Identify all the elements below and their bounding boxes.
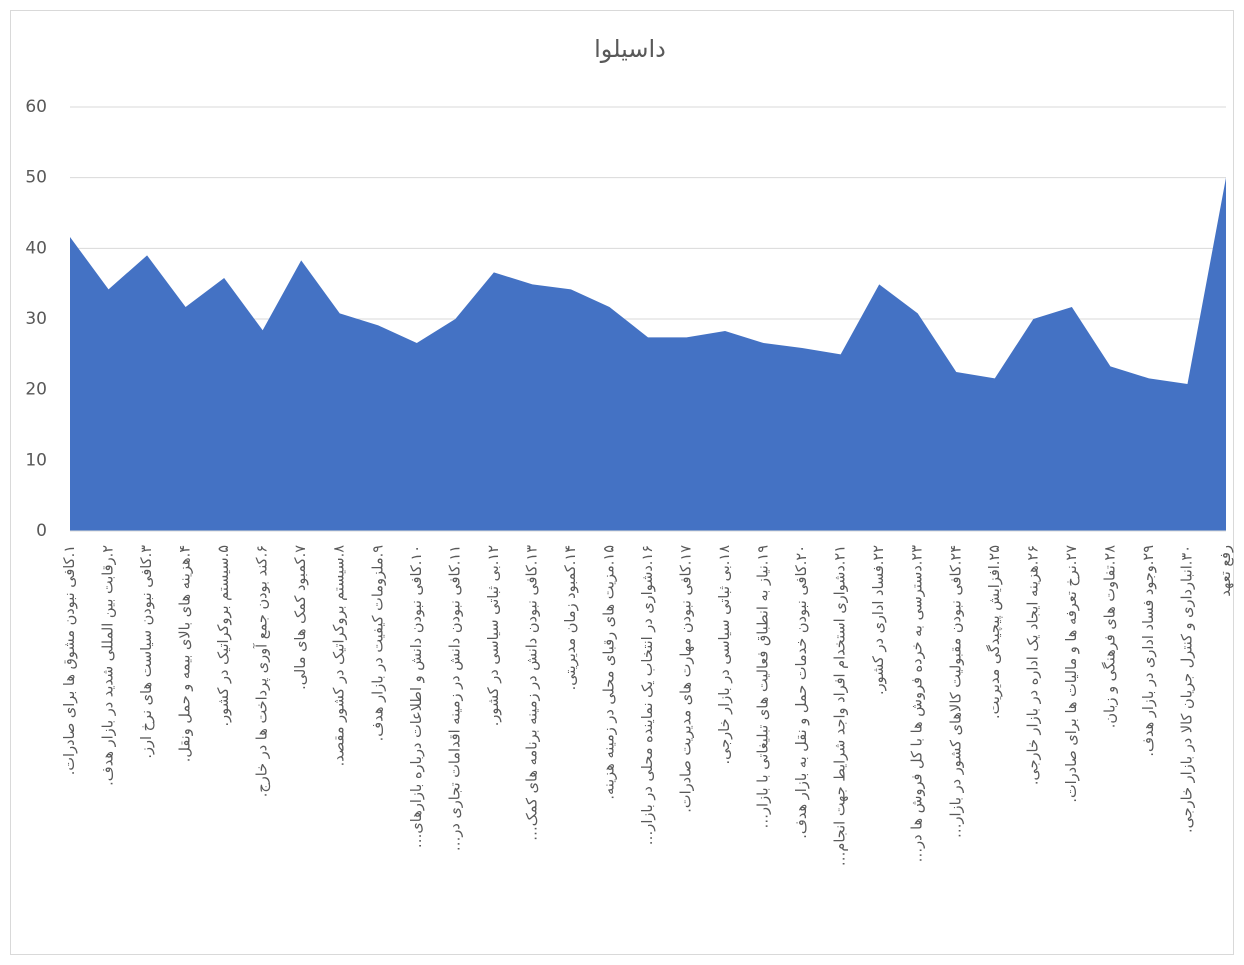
y-tick-label: 30 (25, 309, 47, 329)
y-tick-label: 60 (25, 97, 47, 117)
y-tick-label: 20 (25, 380, 47, 400)
x-tick-label: ۲.رقابت بین المللی شدید در بازار هدف. (101, 545, 117, 786)
x-tick-label: ۵.سیستم بروکراتیک در کشور. (216, 545, 232, 727)
chart-title: داسیلوا (594, 35, 666, 63)
y-tick-label: 50 (25, 168, 47, 188)
x-tick-label: ۱۲.بی ثباتی سیاسی در کشور. (486, 545, 502, 726)
x-tick-label: ۲۹.وجود فساد اداری در بازار هدف. (1141, 545, 1157, 757)
x-tick-label: ۷.کمبود کمک های مالی. (293, 545, 309, 690)
y-tick-label: 10 (25, 450, 47, 470)
area (70, 177, 1226, 531)
x-tick-label: ۲۷.نرخ تعرفه ها و مالیات ها برای صادرات. (1064, 545, 1080, 803)
x-tick-label: ۱.کافی نبودن مشوق ها برای صادرات. (62, 545, 78, 775)
x-tick-label: ۸.سیستم بروکراتیک در کشور مقصد. (332, 545, 348, 767)
x-tick-label: ۲۶.هزینه ایجاد یک اداره در بازار خارجی. (1025, 545, 1041, 785)
x-tick-label: ۲۰.کافی نبودن خدمات حمل و نقل به بازار ه… (794, 545, 810, 839)
x-tick-label: ۲۵.افزایش پیچیدگی مدیریت. (986, 545, 1003, 719)
x-tick-label: ۴.هزینه های بالای بیمه و حمل ونقل. (178, 545, 194, 762)
x-tick-label: ۶.کند بودن جمع آوری پرداخت ها در خارج. (253, 545, 272, 797)
y-tick-label: 0 (36, 521, 47, 541)
x-tick-label: ۳.کافی نبودن سیاست های نرخ ارز. (139, 545, 155, 759)
x-tick-label: ۱۹.نیاز به انطباق فعالیت های تبلیغاتی با… (756, 545, 772, 829)
x-tick-label: ۳۰.انبارداری و کنترل جریان کالا در بازار… (1179, 545, 1195, 833)
x-tick-label: ۲۸.تفاوت های فرهنگی و زبان. (1101, 545, 1118, 728)
x-tick-label: ۱۷.کافی نبودن مهارت های مدیریت صادرات. (679, 545, 695, 813)
x-tick-label: ۱۰.کافی نبودن دانش و اطلاعات درباره بازا… (409, 545, 425, 848)
x-tick-label: ۲۱.دشواری استخدام افراد واجد شرایط جهت ا… (833, 545, 849, 866)
x-tick-label: ۱۱.کافی نبودن دانش در زمینه اقدامات تجار… (447, 545, 463, 851)
x-tick-label: ۱۴.کمبود زمان مدیریتی. (563, 545, 579, 690)
x-tick-label: ۲۴.کافی نبودن مقبولیت کالاهای کشور در با… (948, 545, 964, 838)
x-tick-label: ۱۶.دشواری در انتخاب یک نماینده محلی در ب… (640, 545, 656, 845)
x-tick-label: ۹.ملزومات کیفیت در بازار هدف. (370, 545, 386, 742)
x-tick-label: ۱۸.بی ثباتی سیاسی در بازار خارجی. (717, 545, 733, 765)
x-tick-label: رفع تعهد (1218, 545, 1234, 597)
x-tick-label: ۲۲.فساد اداری در کشور. (871, 545, 887, 695)
x-tick-label: ۲۳.دسترسی به خرده فروش ها با کل فروش ها … (910, 545, 926, 863)
x-tick-label: ۱۵.مزیت های رقبای محلی در زمینه هزینه. (601, 545, 617, 800)
x-tick-label: ۱۳.کافی نبودن دانش در زمینه برنامه های ک… (524, 545, 540, 841)
y-tick-label: 40 (25, 238, 47, 258)
